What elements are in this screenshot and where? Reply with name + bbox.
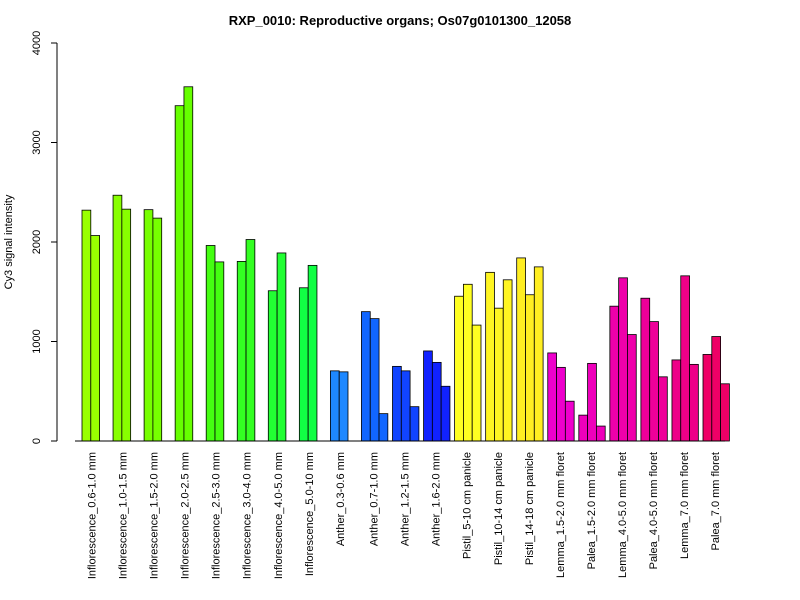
bar	[245, 239, 256, 442]
bar	[671, 359, 682, 442]
y-tick-label: 4000	[31, 31, 43, 55]
category-label: Inflorescence_0.6-1.0 mm	[86, 452, 98, 579]
bar	[431, 361, 442, 442]
bar	[471, 324, 482, 442]
bar	[462, 283, 473, 442]
bar	[578, 414, 588, 442]
bar	[547, 352, 557, 442]
bar	[587, 362, 597, 442]
y-axis: 0 1000 2000 3000 4000	[31, 31, 58, 444]
bar	[680, 275, 690, 442]
bar	[378, 413, 389, 442]
category-label: Inflorescence_5.0-10 mm	[304, 452, 316, 576]
bar	[338, 371, 349, 442]
category-label: Inflorescence_4.0-5.0 mm	[273, 452, 285, 579]
bar	[609, 305, 620, 442]
bar	[649, 321, 659, 442]
category-label: Anther_1.6-2.0 mm	[431, 452, 443, 546]
bar	[702, 354, 713, 442]
bar	[400, 370, 411, 442]
bar	[409, 406, 420, 442]
bar	[81, 209, 92, 442]
category-label: Inflorescence_2.0-2.5 mm	[180, 452, 192, 579]
bar	[143, 209, 154, 442]
bars	[81, 86, 730, 442]
bar	[214, 261, 225, 442]
category-label: Lemma_1.5-2.0 mm floret	[555, 452, 567, 578]
category-label: Pistil_5-10 cm panicle	[462, 452, 474, 559]
bar	[689, 363, 699, 442]
bar	[711, 336, 721, 442]
category-label: Inflorescence_1.0-1.5 mm	[118, 452, 130, 579]
bar	[502, 279, 513, 442]
category-label: Anther_0.7-1.0 mm	[369, 452, 381, 546]
bar	[618, 277, 628, 442]
chart-title: RXP_0010: Reproductive organs; Os07g0101…	[229, 13, 572, 28]
bar	[556, 366, 566, 442]
bar	[533, 266, 544, 442]
bar	[525, 294, 535, 442]
bar	[564, 400, 575, 442]
category-label: Palea_1.5-2.0 mm floret	[586, 452, 598, 569]
category-label: Palea_7.0 mm floret	[710, 452, 722, 550]
bar	[276, 252, 287, 442]
bar	[298, 287, 309, 442]
category-label: Palea_4.0-5.0 mm floret	[648, 452, 660, 569]
y-tick-label: 1000	[31, 329, 43, 353]
category-label: Lemma_7.0 mm floret	[679, 452, 691, 559]
bar	[361, 311, 371, 442]
category-label: Lemma_4.0-5.0 mm floret	[617, 452, 629, 578]
y-tick-label: 3000	[31, 130, 43, 154]
bar	[90, 235, 101, 442]
category-label: Anther_1.2-1.5 mm	[400, 452, 412, 546]
bar	[627, 334, 637, 442]
category-label: Pistil_14-18 cm panicle	[524, 452, 536, 565]
bar	[454, 295, 464, 442]
bar	[236, 260, 247, 442]
bar	[369, 318, 380, 442]
bar	[329, 370, 340, 442]
bar	[423, 350, 433, 442]
category-label: Pistil_10-14 cm panicle	[493, 452, 505, 565]
bar	[516, 257, 526, 442]
bar	[640, 297, 651, 442]
bar	[183, 86, 194, 442]
bar	[392, 365, 402, 442]
bar	[720, 383, 730, 442]
bar	[494, 307, 504, 442]
y-tick-label: 2000	[31, 230, 43, 254]
bar	[112, 194, 123, 442]
bar	[267, 290, 278, 442]
bar	[174, 105, 185, 442]
category-label: Inflorescence_2.5-3.0 mm	[211, 452, 223, 579]
y-tick-label: 0	[31, 438, 43, 444]
bar	[440, 385, 451, 442]
bar	[596, 425, 606, 442]
category-label: Anther_0.3-0.6 mm	[335, 452, 347, 546]
bar	[205, 245, 216, 442]
bar	[485, 271, 495, 442]
category-label: Inflorescence_1.5-2.0 mm	[149, 452, 161, 579]
bar	[121, 208, 132, 442]
category-label: Inflorescence_3.0-4.0 mm	[242, 452, 254, 579]
y-axis-label: Cy3 signal intensity	[3, 194, 15, 289]
bar	[307, 264, 318, 442]
bar	[152, 217, 163, 442]
category-labels: Inflorescence_0.6-1.0 mm Inflorescence_1.…	[86, 452, 722, 579]
bar	[658, 376, 668, 442]
